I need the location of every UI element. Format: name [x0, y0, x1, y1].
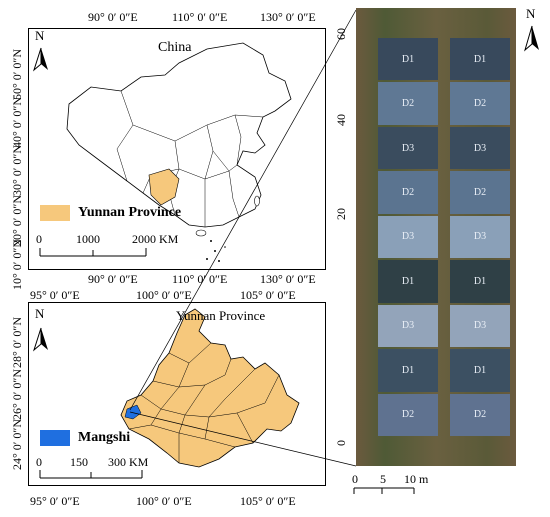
right-plot-1: D1	[450, 38, 510, 81]
field-photo: D1 D2 D3 D2 D3 D1 D3 D1 D2 D1 D2 D3 D2 D3 D1 D3 D1 D2	[356, 8, 516, 466]
plot-column-left: D1 D2 D3 D2 D3 D1 D3 D1 D2	[378, 38, 438, 438]
left-plot-3: D3	[378, 126, 438, 170]
yunnan-outline	[120, 308, 300, 468]
top-scale-label-2: 2000 KM	[132, 232, 179, 246]
north-label: N	[35, 28, 45, 43]
right-plot-3: D3	[450, 126, 510, 170]
left-plot-6: D1	[378, 260, 438, 303]
left-plot-2: D2	[378, 82, 438, 125]
photo-scale-label-0: 0	[352, 472, 358, 486]
top-lon-tick-bottom-1: 90° 0′ 0″E	[88, 272, 138, 286]
yunnan-title: Yunnan Province	[176, 308, 266, 323]
north-arrow-icon	[32, 47, 48, 72]
yunnan-highlight	[148, 168, 180, 206]
right-plot-9: D2	[450, 393, 510, 436]
north-arrow-photo-icon	[522, 12, 542, 59]
bottom-lon-tick-bottom-2: 100° 0′ 0″E	[136, 494, 192, 508]
right-plot-6: D1	[450, 260, 510, 303]
right-plot-5: D3	[450, 215, 510, 259]
top-scale-label-0: 0	[36, 232, 42, 246]
bottom-scale-bar	[39, 470, 143, 479]
bottom-lon-tick-bottom-3: 105° 0′ 0″E	[240, 494, 296, 508]
mangshi-region	[124, 404, 142, 420]
photo-y-tick-0: 0	[334, 440, 348, 446]
right-plot-7: D3	[450, 304, 510, 348]
bottom-scale-label-0: 0	[36, 455, 42, 469]
left-plot-1: D1	[378, 38, 438, 81]
bottom-lon-tick-2: 100° 0′ 0″E	[136, 288, 192, 302]
north-label-bottom: N	[35, 306, 45, 321]
china-map-frame	[28, 28, 326, 270]
north-arrow-icon-bottom	[32, 327, 48, 352]
yunnan-legend-label: Yunnan Province	[78, 205, 182, 220]
left-plot-5: D3	[378, 215, 438, 259]
bottom-scale-label-1: 150	[70, 455, 88, 469]
top-lon-tick-2: 110° 0′ 0″E	[172, 10, 228, 24]
plot-column-right: D1 D2 D3 D2 D3 D1 D3 D1 D2	[450, 38, 510, 438]
left-plot-9: D2	[378, 393, 438, 436]
photo-north-label: N	[526, 6, 536, 21]
bottom-lon-tick-3: 105° 0′ 0″E	[240, 288, 296, 302]
mangshi-legend-swatch	[40, 430, 70, 446]
yunnan-map	[120, 308, 300, 468]
left-plot-4: D2	[378, 171, 438, 214]
bottom-scale-label-2: 300 KM	[108, 455, 149, 469]
mangshi-legend-label: Mangshi	[78, 430, 131, 445]
left-plot-7: D3	[378, 304, 438, 348]
photo-scale-bar	[353, 487, 415, 494]
china-map	[66, 42, 292, 262]
top-lon-tick-3: 130° 0′ 0″E	[260, 10, 316, 24]
right-plot-4: D2	[450, 171, 510, 214]
prefecture-boundaries	[128, 342, 280, 463]
top-lon-tick-1: 90° 0′ 0″E	[88, 10, 138, 24]
china-outline	[66, 42, 292, 228]
yunnan-legend-swatch	[40, 205, 70, 221]
photo-y-tick-60: 60	[334, 28, 348, 40]
photo-y-tick-40: 40	[334, 114, 348, 126]
photo-scale-label-10: 10 m	[404, 472, 429, 486]
photo-scale-label-5: 5	[380, 472, 386, 486]
top-scale-bar	[39, 248, 147, 257]
china-title: China	[158, 40, 192, 55]
left-plot-8: D1	[378, 349, 438, 392]
right-plot-8: D1	[450, 349, 510, 392]
yunnan-map-frame	[28, 302, 326, 486]
right-plot-2: D2	[450, 82, 510, 125]
top-lon-tick-bottom-3: 130° 0′ 0″E	[260, 272, 316, 286]
top-lon-tick-bottom-2: 110° 0′ 0″E	[172, 272, 228, 286]
photo-y-tick-20: 20	[334, 208, 348, 220]
top-scale-label-1: 1000	[76, 232, 100, 246]
bottom-lon-tick-bottom-1: 95° 0′ 0″E	[30, 494, 80, 508]
bottom-lon-tick-1: 95° 0′ 0″E	[30, 288, 80, 302]
